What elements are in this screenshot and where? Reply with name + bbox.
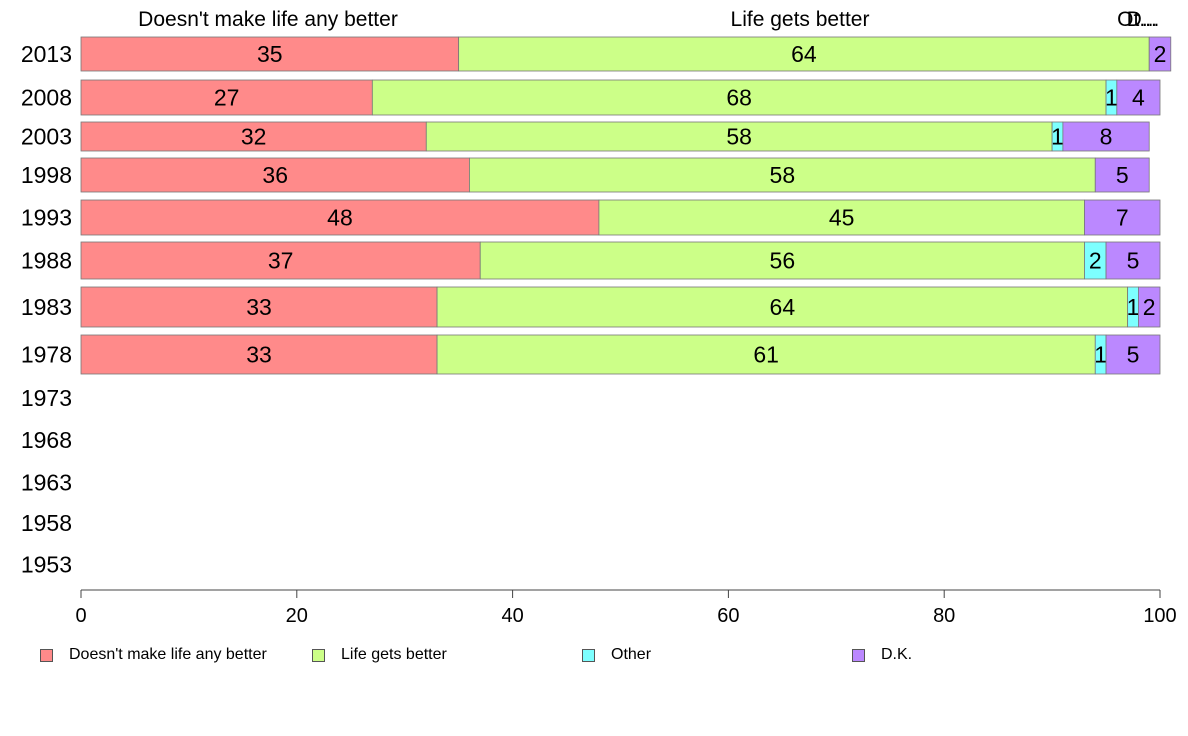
x-tick-label: 0	[75, 605, 86, 627]
legend: Doesn't make life any better Life gets b…	[0, 640, 1188, 670]
bar-segment	[1105, 241, 1161, 280]
year-label: 2003	[21, 124, 72, 150]
legend-item-life-gets-better: Life gets better	[312, 646, 447, 664]
year-label: 1978	[21, 342, 72, 368]
bar-value-label: 27	[214, 85, 240, 111]
year-label: 1988	[21, 248, 72, 274]
top-series-label: Life gets better	[731, 8, 870, 31]
bar-segment	[1084, 199, 1161, 236]
bar-value-label: 1	[1105, 85, 1118, 111]
bar-segment	[1116, 79, 1161, 116]
x-tick-label: 20	[286, 605, 308, 627]
bar-value-label: 8	[1100, 124, 1113, 150]
legend-label: Doesn't make life any better	[69, 646, 267, 663]
legend-swatch	[582, 648, 595, 662]
bar-value-label: 35	[257, 41, 283, 67]
bar-value-label: 7	[1116, 205, 1129, 231]
bar-segment	[1062, 121, 1150, 152]
bar-segment	[1148, 36, 1172, 72]
year-label: 1983	[21, 294, 72, 320]
bar-value-label: 45	[829, 205, 855, 231]
bar-segment	[80, 199, 600, 236]
legend-item-doesnt-make-life-better: Doesn't make life any better	[40, 646, 267, 664]
bar-segment	[598, 199, 1085, 236]
bar-value-label: 58	[726, 124, 752, 150]
bar-value-label: 56	[770, 248, 796, 274]
legend-swatch	[312, 648, 325, 662]
year-label: 1993	[21, 205, 72, 231]
bar-value-label: 33	[246, 342, 272, 368]
bar-segment	[1094, 157, 1150, 193]
bar-value-label: 33	[246, 294, 272, 320]
bar-value-label: 5	[1127, 248, 1140, 274]
bar-value-label: 4	[1132, 85, 1145, 111]
x-tick-label: 100	[1143, 605, 1176, 627]
bar-segment	[80, 286, 438, 328]
bar-value-label: 58	[770, 162, 796, 188]
bar-value-label: 1	[1051, 124, 1064, 150]
legend-label: Other	[611, 646, 652, 663]
bar-segment	[371, 79, 1107, 116]
bar-value-label: 64	[791, 41, 817, 67]
legend-label: D.K.	[881, 646, 913, 663]
bar-value-label: 37	[268, 248, 294, 274]
bar-value-label: 5	[1116, 162, 1129, 188]
bar-value-label: 48	[327, 205, 353, 231]
x-axis: 0 20 40 60 80 100	[75, 589, 1177, 627]
stacked-bar-chart: Doesn't make life any better Life gets be…	[21, 8, 1177, 627]
bar-segment	[80, 334, 438, 375]
legend-swatch	[40, 648, 53, 662]
bar-segment	[1138, 286, 1161, 328]
year-label: 2013	[21, 41, 72, 67]
bar-segment	[80, 79, 373, 116]
bar-value-label: 2	[1089, 248, 1102, 274]
bar-value-label: 61	[753, 342, 779, 368]
legend-item-dk: D.K.	[852, 646, 912, 664]
year-axis-labels: 2013 2008 2003 1998 1993 1988 1983 1978 1973 1968…	[21, 41, 72, 578]
bar-value-label: 1	[1094, 342, 1107, 368]
year-label: 1998	[21, 162, 72, 188]
bar-segment	[458, 36, 1150, 72]
year-label: 2008	[21, 85, 72, 111]
bars: 35 64 227 68 1 432 58 1 836 58 548 45 737 56 2 533 64 1 23…	[80, 36, 1172, 375]
bar-segment	[436, 286, 1129, 328]
bar-segment	[80, 241, 481, 280]
bar-segment	[436, 334, 1096, 375]
bar-segment	[1105, 334, 1161, 375]
top-series-label: D...	[1127, 8, 1160, 31]
bar-value-label: 36	[262, 162, 288, 188]
bar-segment	[479, 241, 1085, 280]
year-label: 1973	[21, 385, 72, 411]
bar-segment	[80, 157, 470, 193]
bar-value-label: 2	[1143, 294, 1156, 320]
x-tick-label: 80	[933, 605, 955, 627]
year-label: 1963	[21, 470, 72, 496]
bar-value-label: 32	[241, 124, 267, 150]
bar-value-label: 1	[1127, 294, 1140, 320]
bar-segment	[80, 121, 427, 152]
bar-segment	[425, 121, 1053, 152]
year-label: 1953	[21, 552, 72, 578]
x-tick-label: 40	[501, 605, 523, 627]
bar-value-label: 5	[1127, 342, 1140, 368]
year-label: 1958	[21, 510, 72, 536]
bar-value-label: 64	[770, 294, 796, 320]
bar-value-label: 68	[726, 85, 752, 111]
bar-value-label: 2	[1154, 41, 1167, 67]
legend-item-other: Other	[582, 646, 651, 664]
year-label: 1968	[21, 427, 72, 453]
top-series-labels: Doesn't make life any better Life gets be…	[138, 8, 1159, 31]
top-series-label: Ot...	[1117, 8, 1157, 31]
top-series-label: Doesn't make life any better	[138, 8, 398, 31]
legend-swatch	[852, 648, 865, 662]
x-tick-label: 60	[717, 605, 739, 627]
legend-label: Life gets better	[341, 646, 447, 663]
